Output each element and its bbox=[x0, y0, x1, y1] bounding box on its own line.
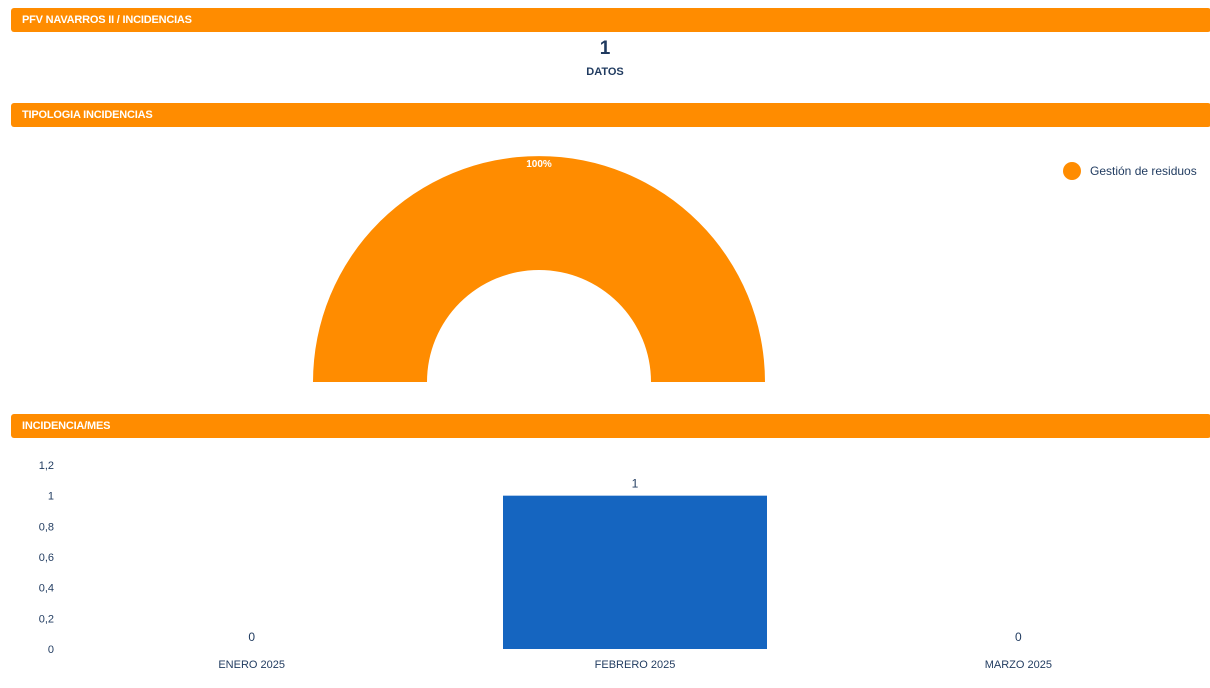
donut-slice-label: 100% bbox=[526, 159, 552, 170]
y-tick-label: 0 bbox=[48, 644, 54, 656]
legend-marker bbox=[1063, 162, 1081, 180]
dashboard-title: PFV NAVARROS II / INCIDENCIAS bbox=[22, 14, 192, 26]
x-category-label: ENERO 2025 bbox=[218, 659, 285, 671]
bar-1[interactable] bbox=[503, 495, 767, 649]
tipologia-donut-chart: 100% bbox=[313, 156, 765, 382]
y-tick-label: 0,4 bbox=[39, 583, 54, 595]
donut-slice-gestion-residuos[interactable] bbox=[313, 156, 765, 382]
y-tick-label: 1 bbox=[48, 491, 54, 503]
bar-value-label: 0 bbox=[248, 630, 255, 644]
x-category-label: FEBRERO 2025 bbox=[595, 659, 676, 671]
tipologia-legend[interactable]: Gestión de residuos bbox=[1063, 162, 1197, 180]
incidencia-mes-bar-chart: 0 0,2 0,4 0,6 0,8 1 1,2 0 ENERO 2025 1 FEBRERO 202… bbox=[39, 460, 1052, 671]
y-tick-label: 0,2 bbox=[39, 613, 54, 625]
tipologia-section-title: TIPOLOGIA INCIDENCIAS bbox=[22, 109, 153, 121]
y-tick-label: 1,2 bbox=[39, 460, 54, 472]
kpi-value: 1 bbox=[599, 38, 611, 59]
legend-label: Gestión de residuos bbox=[1090, 164, 1197, 178]
incidencia-mes-section-title: INCIDENCIA/MES bbox=[22, 420, 111, 432]
bar-value-label: 0 bbox=[1015, 630, 1022, 644]
dashboard-title-bar: PFV NAVARROS II / INCIDENCIAS bbox=[11, 8, 1210, 32]
tipologia-section-bar: TIPOLOGIA INCIDENCIAS bbox=[11, 103, 1210, 127]
y-tick-label: 0,6 bbox=[39, 552, 54, 564]
x-category-label: MARZO 2025 bbox=[985, 659, 1052, 671]
y-tick-label: 0,8 bbox=[39, 521, 54, 533]
bar-value-label: 1 bbox=[632, 477, 639, 491]
kpi-label: DATOS bbox=[586, 66, 624, 78]
incidencia-mes-section-bar: INCIDENCIA/MES bbox=[11, 414, 1210, 438]
